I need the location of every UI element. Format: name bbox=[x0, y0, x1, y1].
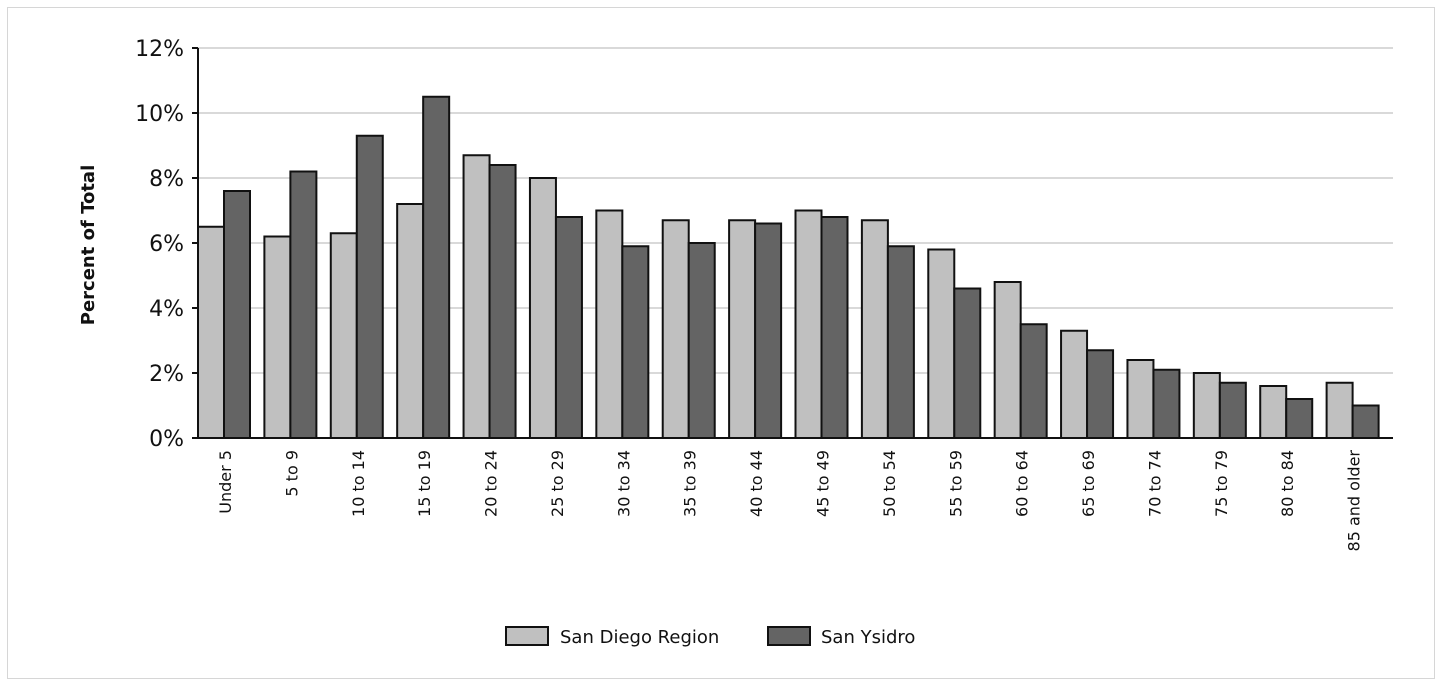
bar-san-diego-region bbox=[329, 232, 358, 439]
x-tick-label: 60 to 64 bbox=[1013, 450, 1032, 517]
x-tick-label: 5 to 9 bbox=[282, 450, 301, 497]
x-tick-label: 20 to 24 bbox=[482, 450, 501, 517]
bar-san-diego-region bbox=[1060, 329, 1089, 439]
bar-san-diego-region bbox=[197, 225, 225, 439]
bar-san-diego-region bbox=[595, 209, 624, 439]
y-axis-label: Percent of Total bbox=[78, 165, 99, 325]
bar-san-diego-region bbox=[661, 219, 690, 439]
x-tick-label: 35 to 39 bbox=[681, 450, 700, 517]
x-tick-label: 30 to 34 bbox=[614, 450, 633, 517]
bar-san-diego-region bbox=[860, 219, 889, 439]
x-tick-label: 80 to 84 bbox=[1278, 450, 1297, 517]
y-tick-label: 12% bbox=[135, 37, 184, 62]
legend-swatch bbox=[505, 626, 549, 646]
bar-san-ysidro bbox=[886, 245, 915, 439]
legend-swatch bbox=[767, 626, 811, 646]
bar-san-diego-region bbox=[1259, 385, 1288, 439]
bar-san-ysidro bbox=[1152, 368, 1181, 439]
x-tick-label: 45 to 49 bbox=[814, 450, 833, 517]
legend-label: San Diego Region bbox=[560, 627, 719, 648]
bar-san-diego-region bbox=[927, 248, 956, 439]
bar-san-ysidro bbox=[1019, 323, 1048, 439]
bar-san-diego-region bbox=[1325, 381, 1354, 439]
bar-san-diego-region bbox=[1192, 372, 1221, 439]
bar-san-ysidro bbox=[355, 134, 384, 439]
x-tick-label: 15 to 19 bbox=[415, 450, 434, 517]
bar-san-ysidro bbox=[223, 190, 251, 439]
x-tick-label: 50 to 54 bbox=[880, 450, 899, 517]
x-tick-label: 55 to 59 bbox=[946, 450, 965, 517]
bar-san-ysidro bbox=[953, 287, 982, 439]
bar-san-diego-region bbox=[1126, 359, 1155, 439]
bar-san-diego-region bbox=[728, 219, 757, 439]
y-tick-label: 8% bbox=[149, 167, 184, 192]
y-tick-label: 4% bbox=[149, 297, 184, 322]
bar-san-ysidro bbox=[488, 164, 517, 439]
bar-san-diego-region bbox=[794, 209, 823, 439]
x-axis-ticks: Under 5 5 to 9 10 to 14 15 to 19 20 to 24 25 … bbox=[216, 450, 1364, 552]
y-tick-label: 6% bbox=[149, 232, 184, 257]
bar-san-diego-region bbox=[462, 154, 491, 439]
bar-san-ysidro bbox=[554, 216, 583, 439]
x-tick-label: 85 and older bbox=[1345, 450, 1364, 552]
y-tick-label: 0% bbox=[149, 427, 184, 452]
y-axis-ticks: 0% 2% 4% 6% 8% 10% 12% bbox=[135, 37, 198, 452]
bar-san-diego-region bbox=[263, 235, 292, 439]
bar-san-ysidro bbox=[1351, 404, 1380, 439]
x-tick-label: 10 to 14 bbox=[349, 450, 368, 517]
y-tick-label: 10% bbox=[135, 102, 184, 127]
bar-san-diego-region bbox=[396, 203, 425, 439]
bar-san-diego-region bbox=[993, 281, 1022, 439]
bar-san-ysidro bbox=[621, 245, 650, 439]
x-tick-label: 65 to 69 bbox=[1079, 450, 1098, 517]
x-tick-label: 25 to 29 bbox=[548, 450, 567, 517]
bar-san-diego-region bbox=[528, 177, 557, 439]
x-tick-label: 70 to 74 bbox=[1145, 450, 1164, 517]
bar-san-ysidro bbox=[289, 170, 318, 439]
bars bbox=[197, 95, 1380, 439]
bar-san-ysidro bbox=[422, 95, 451, 439]
bar-san-ysidro bbox=[1285, 398, 1314, 439]
bar-san-ysidro bbox=[1086, 349, 1115, 439]
x-tick-label: Under 5 bbox=[216, 450, 235, 514]
y-tick-label: 2% bbox=[149, 362, 184, 387]
bar-san-ysidro bbox=[820, 216, 849, 439]
x-tick-label: 75 to 79 bbox=[1212, 450, 1231, 517]
x-tick-label: 40 to 44 bbox=[747, 450, 766, 517]
legend: San Diego Region San Ysidro bbox=[505, 626, 915, 648]
bar-san-ysidro bbox=[1218, 381, 1247, 439]
bar-san-ysidro bbox=[754, 222, 783, 439]
legend-label: San Ysidro bbox=[821, 627, 915, 648]
bar-san-ysidro bbox=[687, 242, 716, 439]
